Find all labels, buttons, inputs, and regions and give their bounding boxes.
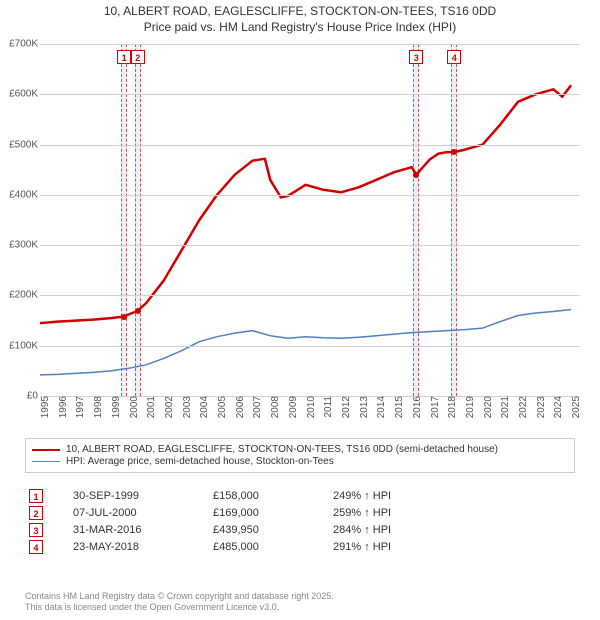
legend-item: HPI: Average price, semi-detached house,…: [32, 456, 568, 467]
x-axis-label: 2003: [182, 396, 187, 418]
chart-area: £0£100K£200K£300K£400K£500K£600K£700K199…: [40, 44, 580, 414]
x-axis-label: 2025: [571, 396, 576, 418]
sale-band: [413, 44, 419, 396]
x-axis-label: 2019: [465, 396, 470, 418]
sale-row: 3 31-MAR-2016£439,950284% ↑ HPI: [25, 523, 575, 537]
x-axis-label: 2005: [217, 396, 222, 418]
sale-price: £439,950: [213, 524, 333, 536]
gridline: [40, 145, 580, 146]
x-axis-label: 2017: [430, 396, 435, 418]
sale-date: 31-MAR-2016: [73, 524, 213, 536]
y-axis-label: £500K: [0, 139, 38, 150]
sale-row: 1 30-SEP-1999£158,000249% ↑ HPI: [25, 489, 575, 503]
legend-label: HPI: Average price, semi-detached house,…: [66, 456, 334, 467]
gridline: [40, 346, 580, 347]
x-axis-label: 1996: [58, 396, 63, 418]
gridline: [40, 195, 580, 196]
sale-dot: [451, 149, 457, 155]
y-axis-label: £600K: [0, 89, 38, 100]
y-axis-label: £700K: [0, 39, 38, 50]
gridline: [40, 295, 580, 296]
x-axis-label: 2013: [359, 396, 364, 418]
y-axis-label: £100K: [0, 340, 38, 351]
legend-label: 10, ALBERT ROAD, EAGLESCLIFFE, STOCKTON-…: [66, 444, 498, 455]
x-axis-label: 2018: [447, 396, 452, 418]
sale-date: 23-MAY-2018: [73, 541, 213, 553]
x-axis-label: 1995: [40, 396, 45, 418]
gridline: [40, 245, 580, 246]
sale-price: £485,000: [213, 541, 333, 553]
sale-row: 4 23-MAY-2018£485,000291% ↑ HPI: [25, 540, 575, 554]
sale-marker-2: 2: [131, 50, 145, 64]
legend-swatch: [32, 461, 60, 462]
sales-table: 1 30-SEP-1999£158,000249% ↑ HPI 2 07-JUL-20…: [25, 486, 575, 557]
x-axis-label: 2010: [306, 396, 311, 418]
sale-band: [135, 44, 141, 396]
x-axis-label: 2023: [536, 396, 541, 418]
sale-marker-1: 1: [117, 50, 131, 64]
y-axis-label: £300K: [0, 240, 38, 251]
x-axis-label: 2000: [129, 396, 134, 418]
sale-marker-3: 3: [409, 50, 423, 64]
sale-hpi: 284% ↑ HPI: [333, 524, 575, 536]
gridline: [40, 44, 580, 45]
x-axis-label: 2002: [164, 396, 169, 418]
sale-hpi: 291% ↑ HPI: [333, 541, 575, 553]
x-axis-label: 2008: [270, 396, 275, 418]
x-axis-label: 2020: [483, 396, 488, 418]
sale-index-box: 4: [29, 540, 43, 554]
series-line: [40, 85, 571, 323]
sale-band: [451, 44, 457, 396]
sale-date: 07-JUL-2000: [73, 507, 213, 519]
sale-hpi: 249% ↑ HPI: [333, 490, 575, 502]
sale-dot: [121, 314, 127, 320]
gridline: [40, 94, 580, 95]
x-axis-label: 2001: [146, 396, 151, 418]
sale-dot: [135, 308, 141, 314]
sale-hpi: 259% ↑ HPI: [333, 507, 575, 519]
sale-band: [121, 44, 127, 396]
plot-region: £0£100K£200K£300K£400K£500K£600K£700K199…: [40, 44, 580, 396]
x-axis-label: 2004: [199, 396, 204, 418]
footer-line-1: Contains HM Land Registry data © Crown c…: [25, 591, 575, 603]
sale-price: £158,000: [213, 490, 333, 502]
y-axis-label: £200K: [0, 290, 38, 301]
x-axis-label: 2007: [252, 396, 257, 418]
chart-subtitle: Price paid vs. HM Land Registry's House …: [0, 20, 600, 34]
chart-title: 10, ALBERT ROAD, EAGLESCLIFFE, STOCKTON-…: [0, 4, 600, 20]
legend-swatch: [32, 449, 60, 451]
x-axis-label: 1999: [111, 396, 116, 418]
x-axis-label: 2016: [412, 396, 417, 418]
footer-attribution: Contains HM Land Registry data © Crown c…: [25, 591, 575, 614]
y-axis-label: £0: [0, 391, 38, 402]
sale-index-box: 1: [29, 489, 43, 503]
series-line: [40, 310, 571, 375]
x-axis-label: 2006: [235, 396, 240, 418]
sale-row: 2 07-JUL-2000£169,000259% ↑ HPI: [25, 506, 575, 520]
footer-line-2: This data is licensed under the Open Gov…: [25, 602, 575, 614]
x-axis-label: 2024: [553, 396, 558, 418]
x-axis-label: 2014: [376, 396, 381, 418]
title-block: 10, ALBERT ROAD, EAGLESCLIFFE, STOCKTON-…: [0, 0, 600, 34]
legend-item: 10, ALBERT ROAD, EAGLESCLIFFE, STOCKTON-…: [32, 444, 568, 455]
x-axis-label: 2022: [518, 396, 523, 418]
sale-index-box: 3: [29, 523, 43, 537]
sale-date: 30-SEP-1999: [73, 490, 213, 502]
sale-marker-4: 4: [447, 50, 461, 64]
legend: 10, ALBERT ROAD, EAGLESCLIFFE, STOCKTON-…: [25, 438, 575, 473]
sale-index-box: 2: [29, 506, 43, 520]
x-axis-label: 2015: [394, 396, 399, 418]
sale-dot: [413, 172, 419, 178]
y-axis-label: £400K: [0, 189, 38, 200]
x-axis-label: 2012: [341, 396, 346, 418]
x-axis-label: 1997: [75, 396, 80, 418]
x-axis-label: 2021: [500, 396, 505, 418]
x-axis-label: 1998: [93, 396, 98, 418]
sale-price: £169,000: [213, 507, 333, 519]
x-axis-label: 2011: [323, 396, 328, 418]
x-axis-label: 2009: [288, 396, 293, 418]
